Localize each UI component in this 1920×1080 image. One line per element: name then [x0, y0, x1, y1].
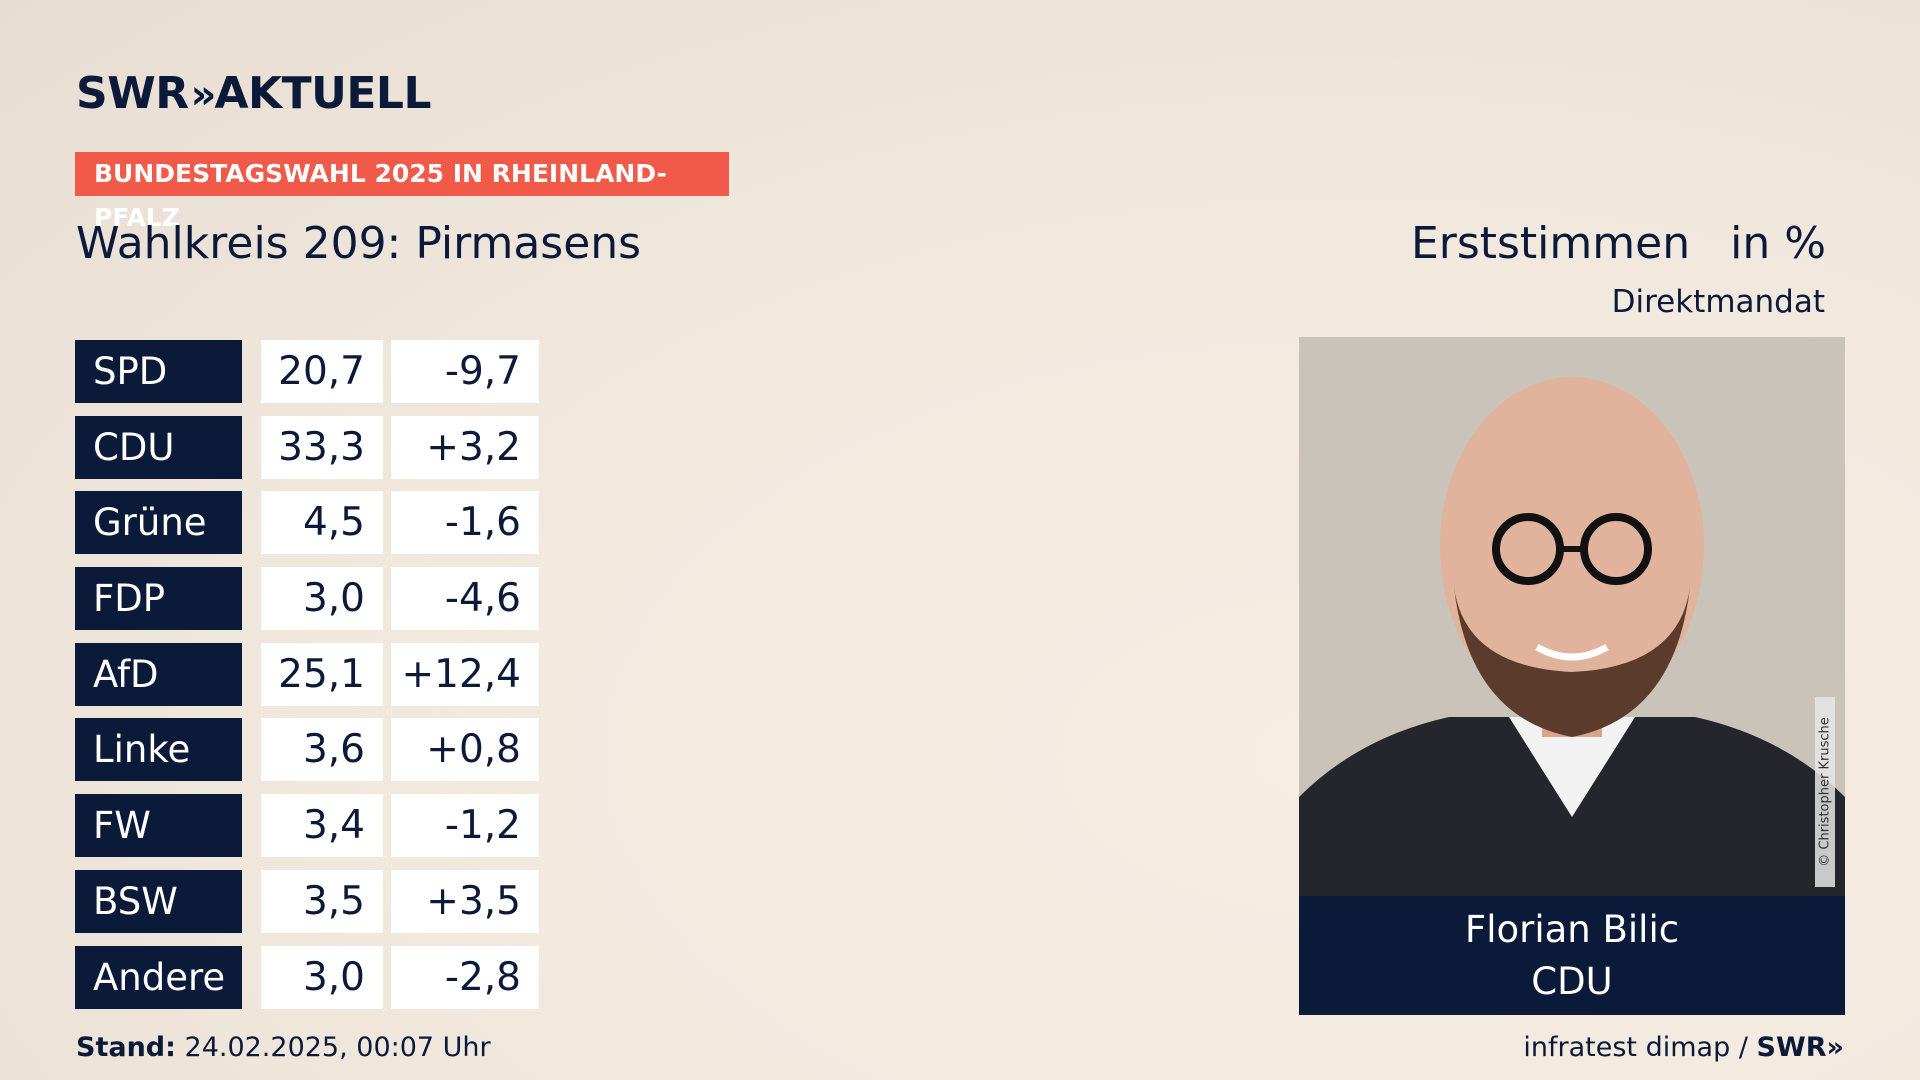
vote-change: +0,8 — [391, 718, 539, 782]
candidate-party: CDU — [1531, 960, 1613, 1003]
party-label: AfD — [75, 642, 242, 706]
votes-label: Erststimmen — [1410, 218, 1691, 269]
vote-share: 3,0 — [261, 567, 383, 631]
party-label: SPD — [75, 340, 242, 403]
candidate-name: Florian Bilic — [1464, 908, 1680, 951]
logo-chevrons-icon: » — [190, 72, 217, 118]
vote-change: -9,7 — [391, 340, 539, 403]
candidate-box: Florian Bilic CDU — [1299, 896, 1845, 1015]
votes-unit: in % — [1730, 218, 1826, 269]
vote-change: +3,2 — [391, 415, 539, 479]
source-logo: SWR — [1756, 1032, 1827, 1063]
source-credit: infratest dimap / SWR» — [1523, 1032, 1844, 1063]
source-text: infratest dimap / — [1523, 1032, 1748, 1063]
vote-share: 3,5 — [261, 869, 383, 933]
timestamp-value: 24.02.2025, 00:07 Uhr — [184, 1032, 491, 1063]
vote-change: -2,8 — [391, 945, 539, 1009]
logo-swr: SWR — [76, 68, 189, 119]
photo-credit: © Christopher Krusche — [1815, 697, 1835, 887]
vote-share: 25,1 — [261, 642, 383, 706]
result-row: SPD 20,7 -9,7 — [75, 340, 539, 403]
votes-header: Erststimmen in % — [1371, 218, 1826, 269]
timestamp: Stand: 24.02.2025, 00:07 Uhr — [76, 1032, 491, 1063]
vote-change: -1,2 — [391, 794, 539, 858]
result-row: Linke 3,6 +0,8 — [75, 718, 539, 782]
swr-aktuell-logo: SWR» AKTUELL — [76, 68, 431, 119]
party-label: Linke — [75, 718, 242, 782]
source-chevrons-icon: » — [1826, 1032, 1844, 1063]
candidate-photo: © Christopher Krusche — [1299, 337, 1845, 897]
party-label: BSW — [75, 869, 242, 933]
party-label: FW — [75, 794, 242, 858]
result-row: FDP 3,0 -4,6 — [75, 567, 539, 631]
vote-share: 3,4 — [261, 794, 383, 858]
election-banner: BUNDESTAGSWAHL 2025 IN RHEINLAND-PFALZ — [75, 152, 729, 232]
vote-change: +3,5 — [391, 869, 539, 933]
results-table: SPD 20,7 -9,7 CDU 33,3 +3,2 Grüne 4,5 -1,6 FDP 3,0… — [75, 340, 539, 1021]
vote-share: 3,0 — [261, 945, 383, 1009]
result-row: CDU 33,3 +3,2 — [75, 415, 539, 479]
party-label: Andere — [75, 945, 242, 1009]
vote-share: 4,5 — [261, 491, 383, 555]
result-row: Grüne 4,5 -1,6 — [75, 491, 539, 555]
vote-change: +12,4 — [391, 642, 539, 706]
timestamp-label: Stand: — [76, 1032, 176, 1063]
district-title: Wahlkreis 209: Pirmasens — [76, 218, 642, 269]
result-row: Andere 3,0 -2,8 — [75, 945, 539, 1009]
party-label: CDU — [75, 415, 242, 479]
party-label: Grüne — [75, 491, 242, 555]
logo-aktuell: AKTUELL — [214, 68, 431, 119]
result-row: FW 3,4 -1,2 — [75, 794, 539, 858]
vote-change: -1,6 — [391, 491, 539, 555]
direct-mandate-label: Direktmandat — [1611, 284, 1825, 320]
candidate-portrait-icon — [1299, 337, 1845, 897]
vote-change: -4,6 — [391, 567, 539, 631]
result-row: BSW 3,5 +3,5 — [75, 869, 539, 933]
vote-share: 20,7 — [261, 340, 383, 403]
result-row: AfD 25,1 +12,4 — [75, 642, 539, 706]
party-label: FDP — [75, 567, 242, 631]
vote-share: 33,3 — [261, 415, 383, 479]
vote-share: 3,6 — [261, 718, 383, 782]
